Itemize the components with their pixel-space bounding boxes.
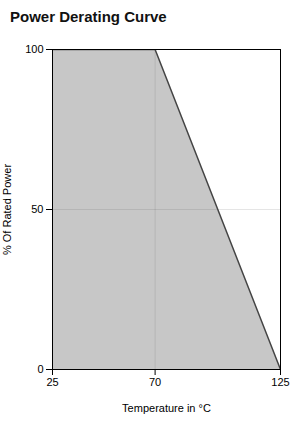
svg-text:125: 125 — [271, 376, 289, 388]
svg-text:100: 100 — [25, 43, 43, 55]
svg-text:25: 25 — [46, 376, 58, 388]
svg-text:0: 0 — [37, 363, 43, 375]
svg-text:70: 70 — [149, 376, 161, 388]
svg-text:50: 50 — [31, 203, 43, 215]
html-text:Power Derating Curve: Power Derating Curve — [10, 8, 167, 25]
svg-text:Temperature in °C: Temperature in °C — [122, 402, 211, 414]
svg-text:% Of Rated Power: % Of Rated Power — [1, 164, 13, 255]
